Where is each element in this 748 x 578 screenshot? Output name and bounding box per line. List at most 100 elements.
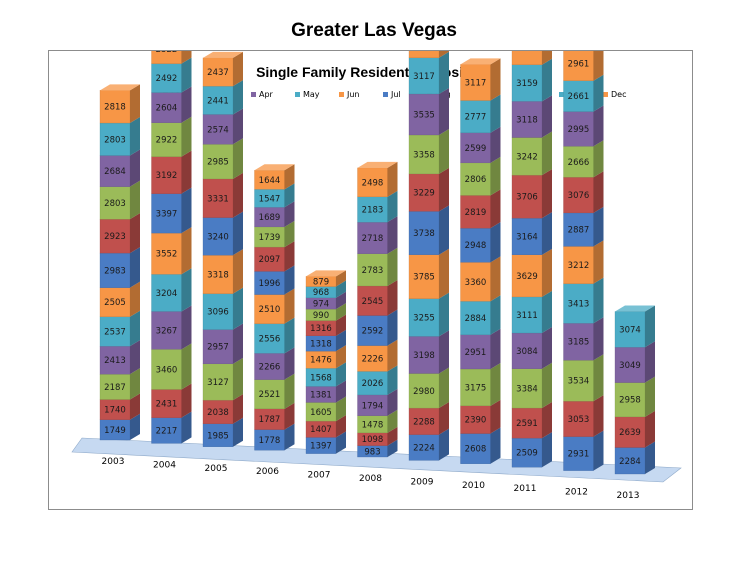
bar-top-2006 bbox=[254, 164, 295, 171]
legend-swatch-may bbox=[295, 92, 300, 97]
segment-label: 2537 bbox=[104, 327, 126, 337]
year-label-2007: 2007 bbox=[308, 471, 331, 481]
segment-label: 3358 bbox=[413, 150, 435, 160]
segment-label: 3185 bbox=[568, 338, 590, 348]
segment-label: 2591 bbox=[516, 419, 538, 429]
segment-label: 3629 bbox=[516, 272, 538, 282]
segment-label: 2226 bbox=[362, 354, 384, 364]
bar-2012: 2931 3053 3534 3185 3413 3212 2887 3076 2666 2995… bbox=[563, 51, 604, 471]
segment-2005-aug: 3331 bbox=[202, 172, 243, 218]
segment-label: 3117 bbox=[465, 78, 487, 88]
segment-label: 2884 bbox=[465, 314, 487, 324]
segment-2012-feb: 3053 bbox=[563, 395, 604, 437]
segment-label: 2431 bbox=[156, 400, 178, 410]
segment-2006-jul: 1996 bbox=[254, 265, 295, 295]
segment-2010-dec: 3117 bbox=[460, 58, 501, 101]
segment-label: 2783 bbox=[362, 266, 384, 276]
segment-label: 3255 bbox=[413, 314, 435, 324]
segment-label: 3552 bbox=[156, 250, 178, 260]
segment-2006-mar: 2521 bbox=[254, 373, 295, 409]
segment-label: 2951 bbox=[465, 348, 487, 358]
segment-2010-aug: 2819 bbox=[460, 189, 501, 229]
segment-label: 2931 bbox=[568, 450, 590, 460]
segment-2003-sep: 2803 bbox=[99, 180, 140, 220]
segment-2012-oct: 2995 bbox=[563, 105, 604, 147]
segment-label: 2187 bbox=[104, 383, 126, 393]
year-label-2008: 2008 bbox=[359, 474, 382, 484]
segment-label: 1476 bbox=[310, 356, 332, 366]
segment-2010-jun: 3360 bbox=[460, 256, 501, 302]
segment-label: 2097 bbox=[259, 255, 281, 265]
segment-label: 3706 bbox=[516, 193, 538, 203]
bar-top-2003 bbox=[100, 84, 140, 91]
segment-2008-aug: 2545 bbox=[357, 279, 398, 316]
segment-2011-oct: 3118 bbox=[511, 95, 552, 138]
bar-2003: 1749 1740 2187 2413 2537 2505 2983 2923 2803 2684… bbox=[99, 84, 140, 441]
segment-2004-dec: 2522 bbox=[151, 51, 192, 64]
segment-label: 3127 bbox=[207, 378, 229, 388]
segment-2008-oct: 2718 bbox=[357, 216, 398, 254]
segment-label: 3053 bbox=[568, 415, 590, 425]
segment-label: 2498 bbox=[362, 178, 384, 188]
segment-2013-may: 3074 bbox=[614, 305, 655, 348]
segment-2011-jul: 3164 bbox=[511, 212, 552, 255]
segment-2006-may: 2556 bbox=[254, 317, 295, 354]
segment-2012-aug: 3076 bbox=[563, 171, 604, 214]
segment-label: 3198 bbox=[413, 351, 435, 361]
segment-label: 3460 bbox=[156, 365, 178, 375]
bar-2006: 1778 1787 2521 2266 2556 2510 1996 2097 1739 1689… bbox=[254, 164, 295, 451]
segment-2007-aug: 1316 bbox=[305, 314, 346, 336]
segment-label: 1478 bbox=[362, 420, 384, 430]
year-label-2010: 2010 bbox=[462, 481, 485, 491]
segment-label: 1098 bbox=[362, 435, 384, 445]
segment-label: 3240 bbox=[207, 232, 229, 242]
segment-2009-mar: 2980 bbox=[408, 367, 449, 409]
segment-label: 3164 bbox=[516, 232, 538, 242]
segment-label: 1778 bbox=[259, 436, 281, 446]
segment-2008-jun: 2226 bbox=[357, 339, 398, 372]
segment-label: 2026 bbox=[362, 379, 384, 389]
segment-2010-apr: 2951 bbox=[460, 328, 501, 370]
segment-2011-may: 3111 bbox=[511, 290, 552, 334]
segment-2006-sep: 1739 bbox=[254, 220, 295, 248]
bar-2010: 2608 2390 3175 2951 2884 3360 2948 2819 2806 2599… bbox=[460, 58, 501, 464]
bar-2008: 983 1098 1478 1794 2026 2226 2592 2545 2783 2718 2… bbox=[357, 161, 398, 457]
segment-label: 3084 bbox=[516, 347, 538, 357]
segment-2004-mar: 3460 bbox=[151, 343, 192, 390]
segment-label: 974 bbox=[313, 299, 329, 309]
chart-title: Single Family Residential Closings bbox=[256, 64, 488, 80]
segment-2006-jan: 1778 bbox=[254, 423, 295, 451]
segment-2011-feb: 2591 bbox=[511, 402, 552, 439]
segment-2004-oct: 2604 bbox=[151, 86, 192, 123]
segment-2012-sep: 2666 bbox=[563, 140, 604, 178]
segment-label: 1749 bbox=[104, 426, 126, 436]
segment-label: 3204 bbox=[156, 289, 178, 299]
segment-2005-mar: 3127 bbox=[202, 357, 243, 401]
segment-label: 2437 bbox=[207, 68, 229, 78]
segment-label: 2604 bbox=[156, 104, 178, 114]
segment-2010-feb: 2390 bbox=[460, 399, 501, 434]
segment-label: 1318 bbox=[310, 339, 332, 349]
segment-label: 3049 bbox=[619, 361, 641, 371]
segment-2005-may: 3096 bbox=[202, 287, 243, 330]
segment-2010-may: 2884 bbox=[460, 295, 501, 335]
segment-label: 2599 bbox=[465, 144, 487, 154]
segment-2005-feb: 2038 bbox=[202, 394, 243, 424]
segment-2009-jan: 2224 bbox=[408, 428, 449, 461]
segment-label: 2521 bbox=[259, 390, 281, 400]
legend-swatch-jun bbox=[339, 92, 344, 97]
bar-2007: 1397 1407 1605 1381 1568 1476 1318 1316 990 97496… bbox=[305, 270, 346, 454]
segment-label: 3117 bbox=[413, 72, 435, 82]
segment-label: 990 bbox=[313, 311, 329, 321]
segment-2012-apr: 3185 bbox=[563, 317, 604, 361]
segment-label: 3118 bbox=[516, 115, 538, 125]
segment-2007-mar: 1605 bbox=[305, 396, 346, 422]
segment-label: 3331 bbox=[207, 194, 229, 204]
segment-2008-jul: 2592 bbox=[357, 309, 398, 346]
segment-label: 2509 bbox=[516, 449, 538, 459]
segment-2004-apr: 3267 bbox=[151, 305, 192, 350]
page-title: Greater Las Vegas bbox=[291, 20, 457, 41]
segment-2004-jun: 3552 bbox=[151, 227, 192, 275]
segment-2012-jan: 2931 bbox=[563, 430, 604, 471]
segment-2007-apr: 1381 bbox=[305, 380, 346, 403]
